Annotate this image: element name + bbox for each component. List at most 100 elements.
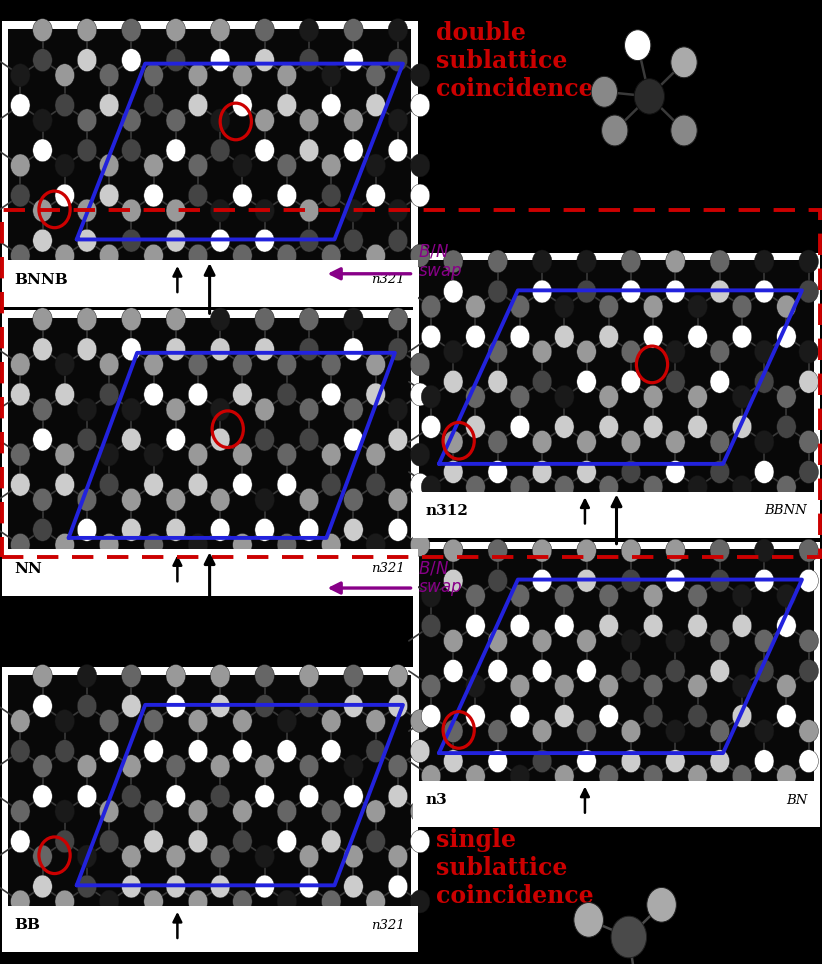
Circle shape [344,519,363,541]
Circle shape [33,200,53,222]
Circle shape [33,755,53,778]
Circle shape [344,229,363,252]
Circle shape [77,18,97,41]
Circle shape [388,875,408,897]
Circle shape [55,353,75,376]
Circle shape [210,664,230,687]
Circle shape [166,845,186,868]
Circle shape [388,139,408,162]
Circle shape [621,431,640,453]
Text: BN: BN [786,793,807,807]
Circle shape [466,415,485,439]
Circle shape [233,154,252,176]
Circle shape [11,64,30,87]
Circle shape [255,755,275,778]
Circle shape [510,705,529,728]
Circle shape [777,386,797,408]
Circle shape [732,325,752,348]
Circle shape [466,705,485,728]
Circle shape [688,475,707,498]
Circle shape [444,370,463,393]
Circle shape [77,845,97,868]
Circle shape [299,109,319,132]
Text: n321: n321 [371,562,404,576]
Text: single
sublattice
coincidence: single sublattice coincidence [436,828,593,908]
Circle shape [366,800,386,822]
Circle shape [210,875,230,897]
Circle shape [666,281,685,303]
Circle shape [444,720,463,742]
Circle shape [422,705,441,728]
Circle shape [577,539,596,562]
Circle shape [599,614,618,637]
Circle shape [188,443,208,466]
Circle shape [77,875,97,897]
Circle shape [33,49,53,71]
Circle shape [533,570,552,592]
Circle shape [255,338,275,361]
Circle shape [732,675,752,697]
Circle shape [99,353,119,376]
Circle shape [422,415,441,439]
Circle shape [11,154,30,176]
Circle shape [366,830,386,853]
Circle shape [410,94,430,117]
Circle shape [33,18,53,41]
Circle shape [122,519,141,541]
Circle shape [577,340,596,363]
Circle shape [671,47,697,78]
Circle shape [366,710,386,733]
Circle shape [422,295,441,318]
Circle shape [144,353,164,376]
Bar [2,210,820,557]
Circle shape [255,308,275,331]
Circle shape [144,64,164,87]
Circle shape [732,764,752,788]
Circle shape [55,154,75,176]
Circle shape [710,750,730,772]
Circle shape [444,570,463,592]
Circle shape [410,353,430,376]
Circle shape [466,584,485,607]
Circle shape [599,584,618,607]
Circle shape [755,461,774,483]
Circle shape [77,489,97,511]
Circle shape [799,720,819,742]
Circle shape [210,139,230,162]
Circle shape [277,184,297,207]
Circle shape [577,750,596,772]
Circle shape [710,629,730,653]
Circle shape [166,18,186,41]
Circle shape [666,539,685,562]
Circle shape [799,539,819,562]
Circle shape [11,94,30,117]
Circle shape [277,94,297,117]
Circle shape [144,739,164,763]
Circle shape [210,489,230,511]
Circle shape [122,428,141,451]
Circle shape [644,675,663,697]
Circle shape [77,308,97,331]
Bar [419,260,814,492]
Circle shape [33,109,53,132]
Circle shape [99,739,119,763]
Circle shape [366,353,386,376]
Circle shape [77,49,97,71]
Text: n3: n3 [426,793,447,807]
Circle shape [144,184,164,207]
Circle shape [166,875,186,897]
Circle shape [144,710,164,733]
Circle shape [799,461,819,483]
Circle shape [99,533,119,556]
Circle shape [625,30,651,61]
Circle shape [388,109,408,132]
Circle shape [344,18,363,41]
Circle shape [388,755,408,778]
Circle shape [488,629,507,653]
Circle shape [577,570,596,592]
Circle shape [732,705,752,728]
Circle shape [410,710,430,733]
Circle shape [210,109,230,132]
Text: BNNB: BNNB [15,273,68,286]
Circle shape [277,64,297,87]
